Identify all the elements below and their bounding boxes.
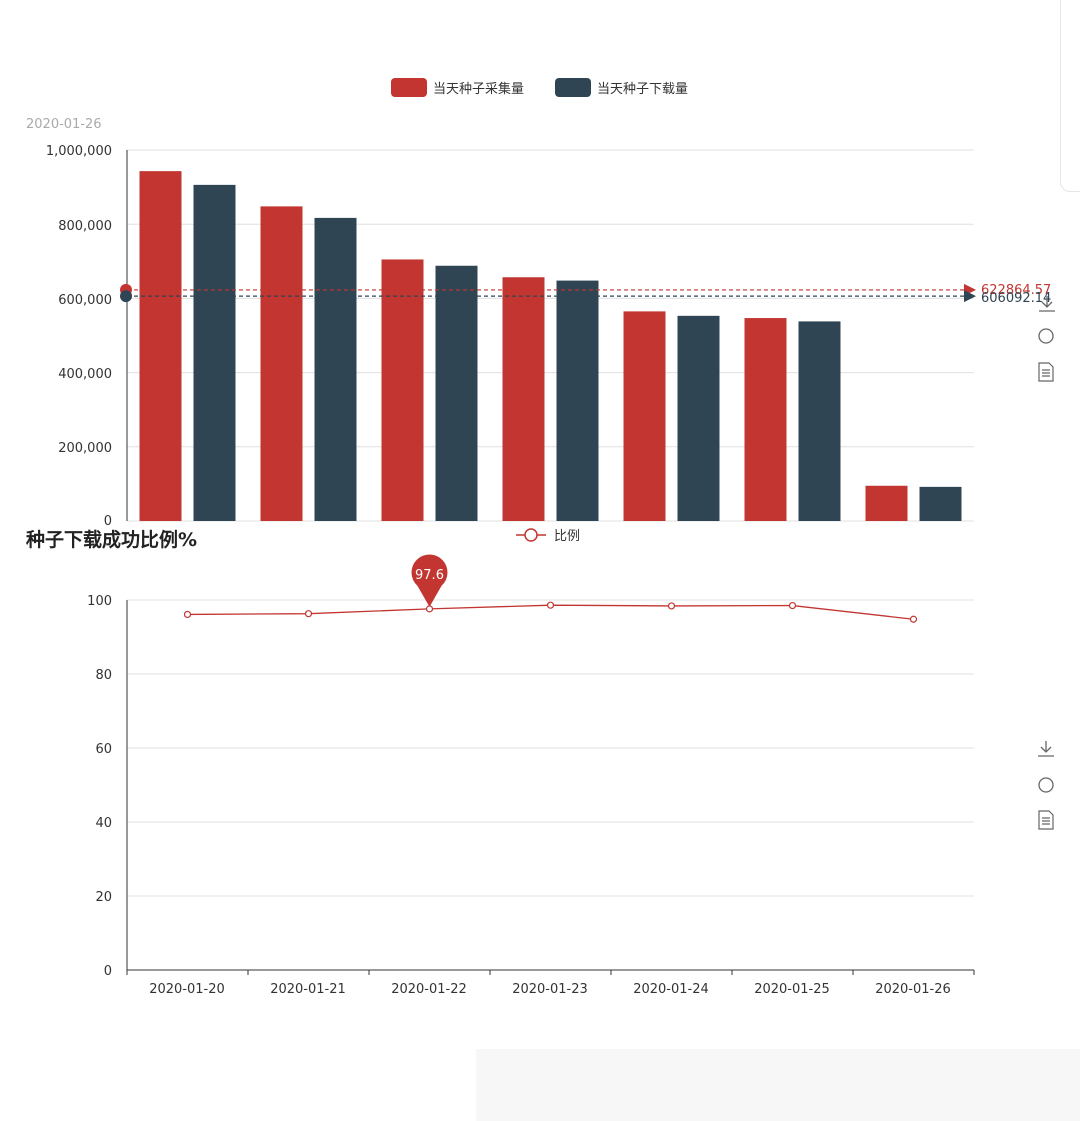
- bar-series: [139, 171, 962, 521]
- line-legend-marker[interactable]: [524, 528, 538, 542]
- ratio-point[interactable]: [183, 610, 192, 619]
- legend-label-downloaded[interactable]: 当天种子下载量: [597, 82, 688, 97]
- average-line-start-dot: [120, 290, 132, 303]
- data-view-icon[interactable]: [1038, 810, 1054, 830]
- x-tick-marks: [126, 970, 975, 975]
- bar[interactable]: [677, 315, 720, 521]
- line-y-tick: 80: [95, 668, 112, 683]
- bar-gridlines: [127, 149, 974, 522]
- x-tick-label: 2020-01-22: [391, 982, 467, 997]
- max-marker-pin: 97.6: [411, 554, 448, 607]
- average-line-arrow: [964, 290, 976, 303]
- line-chart: 种子下载成功比例% 比例 100 80 60 40 20 0 2020-01-2…: [25, 528, 975, 997]
- line-y-tick: 0: [104, 964, 112, 979]
- ratio-point[interactable]: [546, 601, 555, 609]
- line-y-tick: 20: [95, 890, 112, 905]
- bar-y-tick: 200,000: [58, 441, 112, 456]
- bar[interactable]: [919, 486, 962, 521]
- bar[interactable]: [139, 171, 182, 521]
- bar[interactable]: [381, 259, 424, 521]
- data-view-icon[interactable]: [1038, 362, 1054, 382]
- line-legend-label[interactable]: 比例: [554, 529, 580, 544]
- bar-legend[interactable]: 当天种子采集量 当天种子下载量: [391, 78, 688, 97]
- x-tick-label: 2020-01-26: [875, 982, 951, 997]
- bar-y-tick: 800,000: [58, 219, 112, 234]
- bar-y-axis-ticks: 1,000,000 800,000 600,000 400,000 200,00…: [46, 144, 112, 529]
- max-marker-shape: [411, 554, 448, 607]
- bar[interactable]: [865, 485, 908, 521]
- refresh-icon[interactable]: [1038, 777, 1054, 793]
- line-y-tick: 100: [87, 594, 112, 609]
- bar-y-tick: 0: [104, 514, 112, 529]
- download-icon[interactable]: [1039, 296, 1055, 312]
- line-series: [183, 601, 918, 623]
- bar[interactable]: [798, 321, 841, 521]
- line-x-axis-ticks: 2020-01-20 2020-01-21 2020-01-22 2020-01…: [149, 982, 951, 997]
- ratio-point[interactable]: [304, 610, 313, 618]
- x-tick-label: 2020-01-24: [633, 982, 709, 997]
- legend-label-collected[interactable]: 当天种子采集量: [433, 81, 524, 97]
- bar[interactable]: [556, 280, 599, 521]
- x-tick-label: 2020-01-21: [270, 982, 346, 997]
- line-chart-title: 种子下载成功比例%: [25, 528, 197, 551]
- max-marker-label: 97.6: [415, 568, 444, 583]
- bar[interactable]: [435, 265, 478, 521]
- ratio-point[interactable]: [788, 601, 797, 610]
- bar[interactable]: [193, 184, 236, 521]
- bar[interactable]: [502, 277, 545, 521]
- toolbox-top: [1038, 296, 1055, 382]
- ratio-point[interactable]: [667, 602, 676, 610]
- side-panel-edge: [1060, 0, 1080, 192]
- avg-label-collected: 622864.57: [981, 283, 1051, 298]
- bar[interactable]: [314, 217, 357, 521]
- legend-swatch-downloaded[interactable]: [555, 78, 591, 97]
- ratio-point[interactable]: [909, 615, 918, 623]
- toolbox-bottom: [1038, 741, 1054, 830]
- bar[interactable]: [260, 206, 303, 521]
- avg-label-downloaded: 606092.14: [981, 291, 1051, 306]
- x-tick-label: 2020-01-23: [512, 982, 588, 997]
- legend-swatch-collected[interactable]: [391, 78, 427, 97]
- line-legend[interactable]: 比例: [516, 528, 580, 544]
- x-tick-label: 2020-01-25: [754, 982, 830, 997]
- bar[interactable]: [744, 318, 787, 521]
- bar-date-label: 2020-01-26: [26, 117, 102, 132]
- line-gridlines: [127, 599, 974, 897]
- average-lines: [120, 283, 976, 303]
- bar[interactable]: [623, 311, 666, 521]
- bottom-panel: [476, 1049, 1080, 1121]
- line-y-tick: 60: [95, 742, 112, 757]
- bar-y-tick: 1,000,000: [46, 144, 112, 159]
- bar-chart: 当天种子采集量 当天种子下载量 2020-01-26 1,000,000 800…: [26, 78, 1051, 529]
- bar-y-tick: 600,000: [58, 293, 112, 308]
- refresh-icon[interactable]: [1038, 328, 1054, 344]
- line-y-axis-ticks: 100 80 60 40 20 0: [87, 594, 112, 979]
- bar-y-tick: 400,000: [58, 367, 112, 382]
- x-tick-label: 2020-01-20: [149, 982, 225, 997]
- download-icon[interactable]: [1038, 741, 1054, 757]
- line-y-tick: 40: [95, 816, 112, 831]
